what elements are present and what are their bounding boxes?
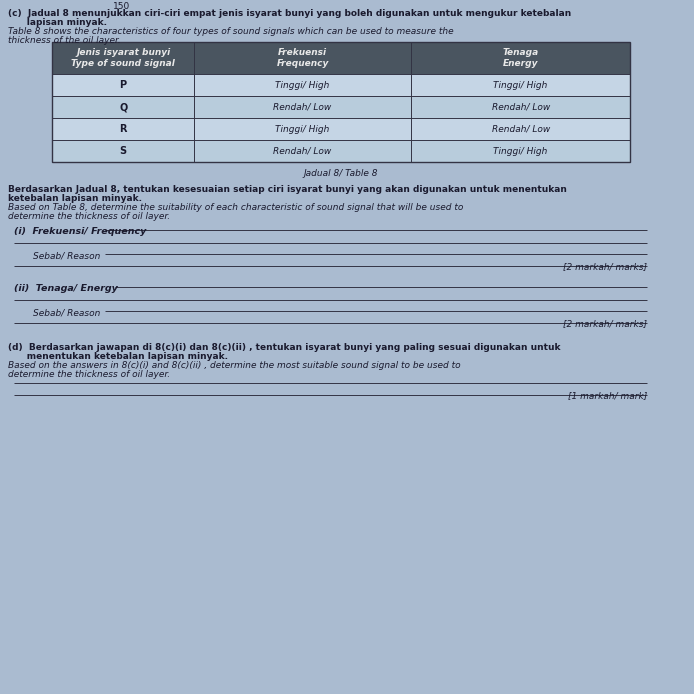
Text: Rendah/ Low: Rendah/ Low: [491, 124, 550, 133]
Text: Rendah/ Low: Rendah/ Low: [273, 103, 332, 112]
Text: Jenis isyarat bunyi
Type of sound signal: Jenis isyarat bunyi Type of sound signal: [71, 49, 175, 68]
Text: R: R: [119, 124, 127, 134]
Text: P: P: [119, 80, 127, 90]
Text: Rendah/ Low: Rendah/ Low: [491, 103, 550, 112]
Bar: [53, 42, 630, 74]
Bar: [53, 118, 194, 140]
Text: thickness of the oil layer.: thickness of the oil layer.: [8, 36, 120, 45]
Bar: [53, 42, 630, 162]
Text: Tinggi/ High: Tinggi/ High: [493, 146, 548, 155]
Bar: [194, 96, 412, 118]
Text: Berdasarkan Jadual 8, tentukan kesesuaian setiap ciri isyarat bunyi yang akan di: Berdasarkan Jadual 8, tentukan kesesuaia…: [8, 185, 566, 194]
Text: [2 markah/ marks]: [2 markah/ marks]: [563, 262, 647, 271]
Bar: [53, 96, 194, 118]
Text: Rendah/ Low: Rendah/ Low: [273, 146, 332, 155]
Text: Based on the answers in 8(c)(i) and 8(c)(ii) , determine the most suitable sound: Based on the answers in 8(c)(i) and 8(c)…: [8, 361, 460, 370]
Text: (c)  Jadual 8 menunjukkan ciri-ciri empat jenis isyarat bunyi yang boleh digunak: (c) Jadual 8 menunjukkan ciri-ciri empat…: [8, 9, 571, 18]
Bar: [412, 140, 630, 162]
Bar: [194, 118, 412, 140]
Bar: [53, 140, 194, 162]
Text: Table 8 shows the characteristics of four types of sound signals which can be us: Table 8 shows the characteristics of fou…: [8, 27, 453, 36]
Text: Frekuensi
Frequency: Frekuensi Frequency: [276, 49, 329, 68]
Bar: [194, 74, 412, 96]
Text: [2 markah/ marks]: [2 markah/ marks]: [563, 319, 647, 328]
Text: (ii)  Tenaga/ Energy: (ii) Tenaga/ Energy: [15, 284, 118, 293]
Text: [1 markah/ mark]: [1 markah/ mark]: [568, 391, 647, 400]
Text: Tinggi/ High: Tinggi/ High: [276, 124, 330, 133]
Text: 150: 150: [112, 2, 130, 11]
Text: determine the thickness of oil layer.: determine the thickness of oil layer.: [8, 370, 170, 379]
Bar: [53, 74, 194, 96]
Text: Jadual 8/ Table 8: Jadual 8/ Table 8: [304, 169, 378, 178]
Text: Q: Q: [119, 102, 127, 112]
Bar: [194, 140, 412, 162]
Text: (i)  Frekuensi/ Frequency: (i) Frekuensi/ Frequency: [15, 227, 146, 236]
Bar: [412, 74, 630, 96]
Text: S: S: [119, 146, 127, 156]
Text: lapisan minyak.: lapisan minyak.: [8, 18, 107, 27]
Text: Sebab/ Reason: Sebab/ Reason: [33, 308, 101, 317]
Text: menentukan ketebalan lapisan minyak.: menentukan ketebalan lapisan minyak.: [8, 352, 228, 361]
Text: Based on Table 8, determine the suitability of each characteristic of sound sign: Based on Table 8, determine the suitabil…: [8, 203, 463, 212]
Text: determine the thickness of oil layer.: determine the thickness of oil layer.: [8, 212, 170, 221]
Text: Tinggi/ High: Tinggi/ High: [276, 81, 330, 90]
Text: Sebab/ Reason: Sebab/ Reason: [33, 251, 101, 260]
Text: (d)  Berdasarkan jawapan di 8(c)(i) dan 8(c)(ii) , tentukan isyarat bunyi yang p: (d) Berdasarkan jawapan di 8(c)(i) dan 8…: [8, 343, 560, 352]
Text: ketebalan lapisan minyak.: ketebalan lapisan minyak.: [8, 194, 142, 203]
Bar: [412, 118, 630, 140]
Bar: [412, 96, 630, 118]
Text: Tinggi/ High: Tinggi/ High: [493, 81, 548, 90]
Text: Tenaga
Energy: Tenaga Energy: [502, 49, 539, 68]
